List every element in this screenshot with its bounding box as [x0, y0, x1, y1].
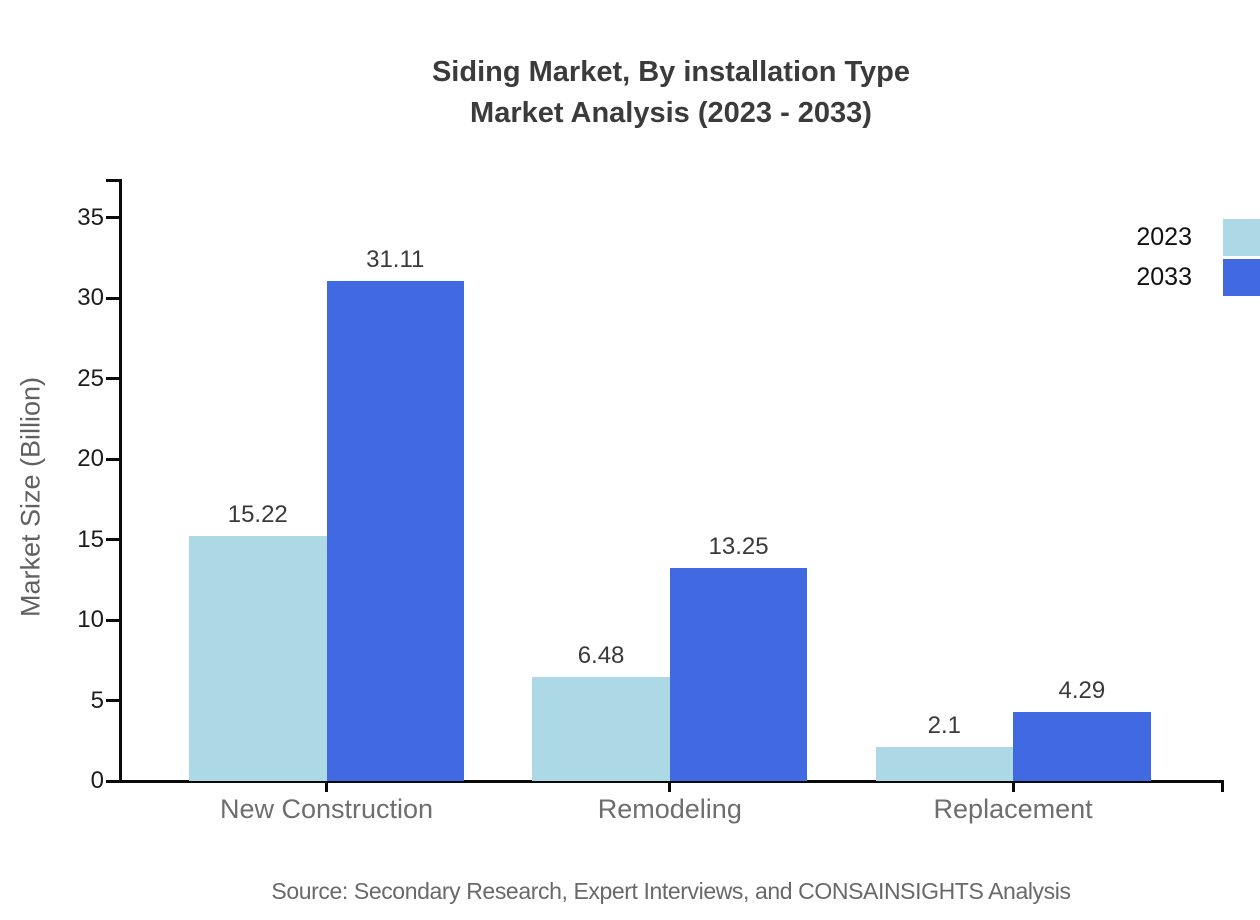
- y-tick: [106, 699, 120, 703]
- y-tick-label: 5: [90, 686, 104, 714]
- bar-2033-new-construction: [326, 280, 464, 781]
- x-axis-right-cap: [1220, 781, 1224, 792]
- bar-2023-new-construction: [189, 536, 327, 781]
- bar-value-label: 13.25: [708, 532, 769, 560]
- y-tick-label: 10: [77, 606, 104, 634]
- legend-swatch-2023: [1223, 219, 1260, 256]
- category-label: New Construction: [219, 794, 434, 824]
- x-tick: [325, 781, 328, 792]
- y-tick-label: 30: [77, 284, 104, 312]
- bar-2033-replacement: [1013, 711, 1151, 781]
- source-text: Source: Secondary Research, Expert Inter…: [271, 878, 1071, 904]
- y-tick: [106, 216, 120, 220]
- legend-label-2023: 2023: [1136, 223, 1192, 251]
- category-label: Remodeling: [597, 794, 742, 824]
- bar-2033-remodeling: [669, 567, 808, 781]
- y-tick: [106, 296, 120, 300]
- y-axis-title: Market Size (Billion): [15, 376, 46, 618]
- bar-value-label: 6.48: [577, 641, 625, 669]
- y-axis-top-cap: [106, 178, 120, 182]
- chart-title-line-1: Siding Market, By installation Type: [431, 56, 911, 88]
- y-tick-label: 25: [77, 364, 104, 392]
- y-tick-label: 35: [77, 203, 104, 231]
- y-tick: [106, 538, 120, 542]
- y-tick: [106, 779, 120, 783]
- category-label: Replacement: [933, 794, 1093, 824]
- x-tick: [668, 781, 672, 792]
- y-tick-label: 20: [77, 445, 104, 473]
- y-axis-line: [118, 178, 122, 783]
- y-tick: [106, 457, 120, 461]
- chart-title-line-2: Market Analysis (2023 - 2033): [470, 97, 872, 129]
- bar-2023-replacement: [875, 747, 1014, 781]
- bar-2023-remodeling: [532, 676, 670, 781]
- chart-title: Siding Market, By installation Type Mark…: [120, 52, 1222, 134]
- bar-value-label: 4.29: [1058, 676, 1106, 704]
- y-tick: [106, 618, 120, 622]
- y-tick-label: 0: [90, 767, 104, 794]
- x-tick: [1011, 781, 1015, 792]
- bar-value-label: 31.11: [366, 245, 425, 273]
- bar-value-label: 2.1: [927, 712, 962, 740]
- bar-value-label: 15.22: [227, 501, 288, 529]
- y-tick: [106, 377, 120, 381]
- legend-swatch-2033: [1223, 259, 1260, 296]
- y-tick-label: 15: [77, 525, 104, 553]
- legend-label-2033: 2033: [1136, 263, 1192, 291]
